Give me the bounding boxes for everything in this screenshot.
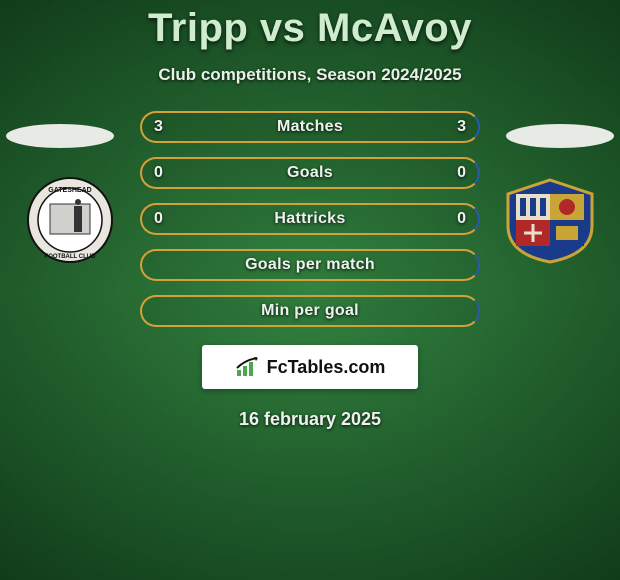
stat-bar: 3 Matches 3 bbox=[140, 111, 480, 143]
subtitle: Club competitions, Season 2024/2025 bbox=[0, 65, 620, 85]
stat-label: Goals bbox=[287, 164, 333, 182]
stat-label: Goals per match bbox=[245, 256, 375, 274]
player-ellipse-left bbox=[6, 124, 114, 148]
stat-bar: Min per goal bbox=[140, 295, 480, 327]
stat-value-right: 0 bbox=[457, 210, 466, 228]
fctables-text: FcTables.com bbox=[267, 357, 386, 378]
stat-label: Matches bbox=[277, 118, 343, 136]
fctables-icon bbox=[235, 356, 261, 378]
svg-text:GATESHEAD: GATESHEAD bbox=[48, 187, 91, 194]
stat-value-left: 0 bbox=[154, 164, 163, 182]
stat-bar: 0 Goals 0 bbox=[140, 157, 480, 189]
stat-value-right: 3 bbox=[457, 118, 466, 136]
fctables-logo[interactable]: FcTables.com bbox=[202, 345, 418, 389]
stats-bars: 3 Matches 3 0 Goals 0 0 Hattricks 0 Goals per mat… bbox=[140, 111, 480, 327]
player-ellipse-right bbox=[506, 124, 614, 148]
club-crest-right bbox=[500, 176, 600, 264]
svg-text:FOOTBALL CLUB: FOOTBALL CLUB bbox=[45, 254, 97, 260]
date-label: 16 february 2025 bbox=[0, 409, 620, 430]
stat-label: Hattricks bbox=[274, 210, 345, 228]
stat-value-right: 0 bbox=[457, 164, 466, 182]
page-title: Tripp vs McAvoy bbox=[0, 6, 620, 51]
stat-label: Min per goal bbox=[261, 302, 359, 320]
stat-bar: Goals per match bbox=[140, 249, 480, 281]
stat-value-left: 0 bbox=[154, 210, 163, 228]
stat-bar: 0 Hattricks 0 bbox=[140, 203, 480, 235]
stat-value-left: 3 bbox=[154, 118, 163, 136]
club-crest-left: GATESHEAD FOOTBALL CLUB bbox=[20, 176, 120, 264]
